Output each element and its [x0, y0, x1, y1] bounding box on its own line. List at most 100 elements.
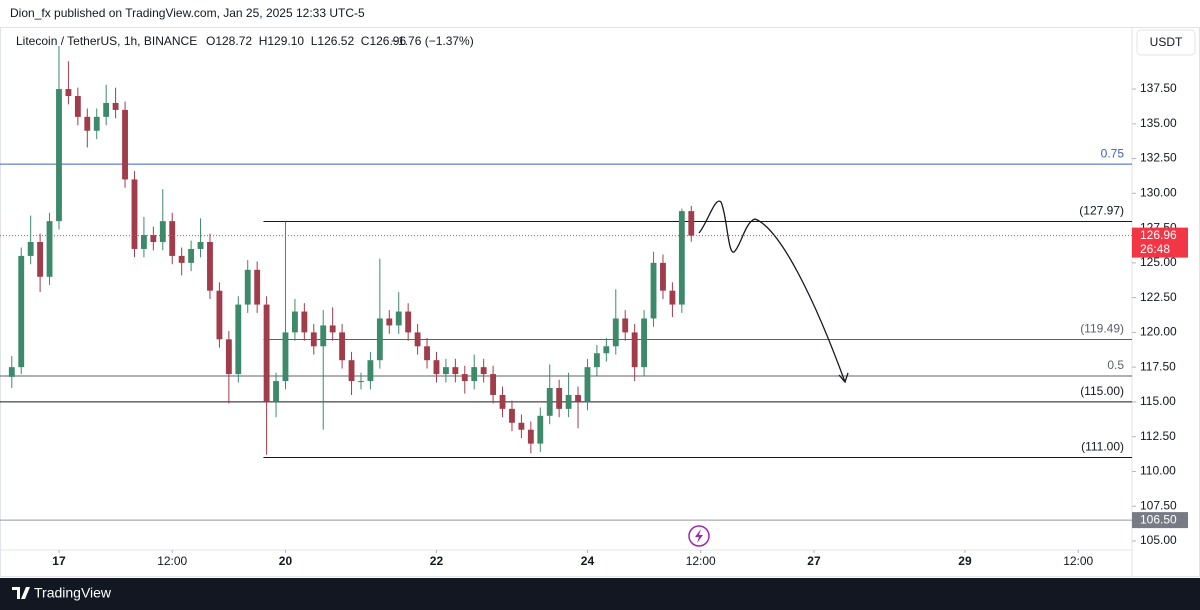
- candle-body: [565, 394, 572, 409]
- candle-body: [348, 360, 355, 382]
- candle-body: [593, 353, 600, 368]
- candle-body: [37, 242, 44, 277]
- candle-body: [27, 242, 34, 256]
- projection-drawing: [698, 200, 846, 383]
- candle-body: [556, 388, 563, 409]
- candle-body: [575, 394, 581, 402]
- candle-body: [207, 242, 213, 291]
- x-tick-label: 17: [52, 554, 66, 568]
- candle-body: [367, 360, 374, 382]
- candle-body: [339, 332, 346, 361]
- candle-body: [405, 311, 412, 333]
- event-bolt: [695, 529, 703, 543]
- candle-body: [103, 102, 110, 117]
- brand-logo: [12, 587, 30, 599]
- candle-body: [669, 290, 676, 305]
- brand: TradingView: [34, 585, 112, 601]
- candle-body: [499, 394, 506, 409]
- candle-body: [603, 346, 610, 354]
- candle-body: [112, 102, 119, 110]
- candle-body: [442, 367, 449, 375]
- candle-body: [461, 374, 468, 382]
- candle-body: [631, 332, 638, 368]
- level-label: (115.00): [1080, 384, 1124, 398]
- footer: [0, 578, 1200, 610]
- countdown-label: 26:48: [1140, 242, 1170, 256]
- candle-body: [395, 311, 402, 326]
- candle-body: [471, 367, 478, 382]
- candle-body: [74, 95, 81, 117]
- y-tick-label: 110.00: [1140, 464, 1176, 478]
- candle-body: [527, 429, 534, 444]
- chart-panel: [0, 27, 1200, 577]
- candle-body: [329, 325, 336, 333]
- x-tick-label: 24: [581, 554, 595, 568]
- candle-body: [641, 318, 648, 368]
- candle-body: [480, 367, 487, 375]
- candle-body: [584, 367, 591, 402]
- projection-arrowhead: [838, 372, 849, 384]
- y-tick-label: 125.00: [1140, 255, 1177, 269]
- y-tick-label: 130.00: [1140, 186, 1177, 200]
- y-tick-label: 105.00: [1140, 533, 1177, 547]
- y-tick-label: 132.50: [1140, 151, 1177, 165]
- y-tick-label: 112.50: [1140, 429, 1176, 443]
- x-tick-label: 20: [279, 554, 293, 568]
- candle-body: [490, 374, 497, 395]
- candle-body: [273, 381, 279, 402]
- candle-body: [622, 318, 629, 333]
- x-tick-label: 12:00: [157, 554, 187, 568]
- level-label: (111.00): [1081, 440, 1124, 454]
- candle-body: [678, 211, 685, 305]
- candle-body: [235, 304, 242, 375]
- candle-body: [650, 262, 657, 319]
- candle-body: [301, 311, 308, 333]
- candle-body: [131, 179, 138, 249]
- candle-body: [225, 339, 232, 375]
- candle-body: [169, 221, 176, 256]
- x-tick-label: 27: [807, 554, 821, 568]
- candle-body: [150, 235, 157, 243]
- candle-body: [291, 311, 298, 333]
- x-tick-label: 22: [430, 554, 444, 568]
- candle-body: [65, 89, 72, 96]
- x-tick-label: 12:00: [686, 554, 716, 568]
- candle-body: [509, 408, 515, 423]
- plot: 105.00 107.50 110.00 112.50 115.00 117.50 120.…: [0, 45, 1177, 568]
- x-tick-label: 29: [958, 554, 972, 568]
- candle-body: [140, 235, 147, 249]
- currency-button[interactable]: [1136, 29, 1196, 56]
- candle-body: [46, 221, 53, 277]
- y-tick-label: 115.00: [1140, 394, 1176, 408]
- candle-body: [122, 109, 128, 180]
- candle-body: [414, 332, 421, 347]
- candle-body: [537, 415, 544, 444]
- candle-body: [197, 242, 204, 249]
- candle-body: [452, 367, 459, 375]
- candle-body: [244, 269, 251, 305]
- last-price-tag: [1132, 227, 1188, 258]
- currency[interactable]: USDT: [1150, 35, 1183, 49]
- marker-tag: [1132, 512, 1188, 529]
- candle-body: [518, 422, 525, 430]
- y-tick-label: 117.50: [1140, 359, 1176, 373]
- candle-body: [159, 221, 166, 243]
- candle-body: [93, 116, 100, 131]
- chart-title: Litecoin / TetherUS, 1h, BINANCE: [16, 34, 197, 48]
- candle-body: [320, 325, 327, 347]
- candle-body: [424, 346, 430, 361]
- candle-body: [358, 381, 364, 383]
- candle-body: [254, 269, 261, 305]
- y-tick-label: 137.50: [1140, 81, 1177, 95]
- candle-body: [18, 255, 25, 368]
- y-tick-label: 122.50: [1140, 290, 1177, 304]
- last-price-label: 126.96: [1140, 228, 1177, 242]
- candle-body: [188, 248, 195, 263]
- candle-body: [386, 318, 393, 326]
- ohlc-legend: O128.72 H129.10 L126.52 C126.96: [206, 34, 406, 48]
- candle-body: [8, 367, 15, 377]
- y-tick-label: 107.50: [1140, 498, 1177, 512]
- level-label: (119.49): [1080, 322, 1124, 336]
- y-tick-label: 135.00: [1140, 116, 1177, 130]
